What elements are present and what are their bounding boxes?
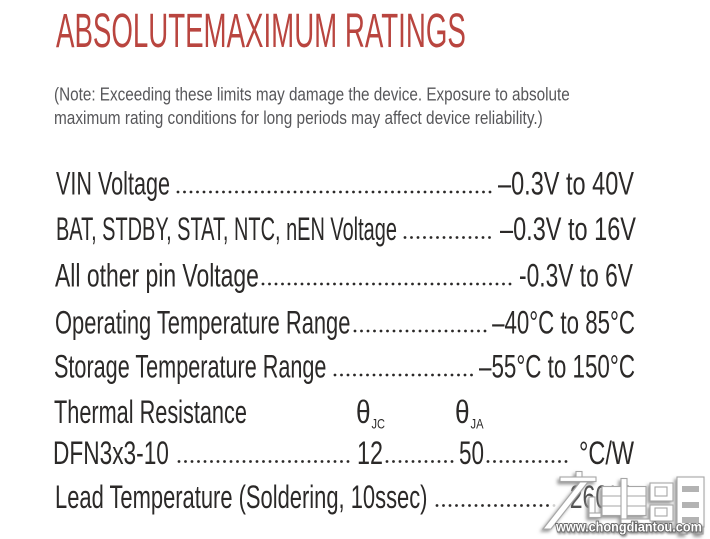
svg-text:JC: JC bbox=[372, 416, 385, 432]
svg-text:www.chongdiantou.com: www.chongdiantou.com bbox=[555, 519, 702, 535]
svg-text:All other pin Voltage: All other pin Voltage bbox=[55, 258, 259, 294]
svg-text:θ: θ bbox=[455, 396, 470, 431]
svg-text:JA: JA bbox=[471, 416, 484, 431]
svg-text:DFN3x3-10: DFN3x3-10 bbox=[53, 435, 169, 471]
svg-text:ABSOLUTEMAXIMUM RATINGS: ABSOLUTEMAXIMUM RATINGS bbox=[56, 5, 466, 58]
svg-text:50: 50 bbox=[459, 435, 484, 471]
svg-text:–0.3V to 40V: –0.3V to 40V bbox=[498, 166, 634, 201]
svg-text:(Note: Exceeding these limits: (Note: Exceeding these limits may damage… bbox=[54, 84, 570, 105]
svg-text:Storage Temperature Range: Storage Temperature Range bbox=[54, 348, 326, 384]
svg-text:-0.3V to 6V: -0.3V to 6V bbox=[519, 258, 633, 294]
svg-text:Operating Temperature Range: Operating Temperature Range bbox=[55, 304, 350, 340]
svg-text:maximum rating conditions for: maximum rating conditions for long perio… bbox=[54, 107, 543, 128]
svg-text:12: 12 bbox=[357, 435, 383, 470]
svg-text:–55°C to 150°C: –55°C to 150°C bbox=[479, 349, 635, 385]
svg-text:Thermal Resistance: Thermal Resistance bbox=[54, 394, 247, 430]
svg-text:–0.3V to 16V: –0.3V to 16V bbox=[500, 212, 636, 247]
svg-text:Lead Temperature (Soldering, 1: Lead Temperature (Soldering, 10ssec) bbox=[55, 479, 427, 515]
svg-text:θ: θ bbox=[356, 396, 371, 431]
svg-text:BAT, STDBY, STAT, NTC, nEN Vol: BAT, STDBY, STAT, NTC, nEN Voltage bbox=[56, 211, 397, 247]
svg-text:°C/W: °C/W bbox=[579, 435, 634, 470]
svg-text:VIN Voltage: VIN Voltage bbox=[56, 165, 170, 201]
svg-text:–40°C to 85°C: –40°C to 85°C bbox=[492, 304, 635, 340]
